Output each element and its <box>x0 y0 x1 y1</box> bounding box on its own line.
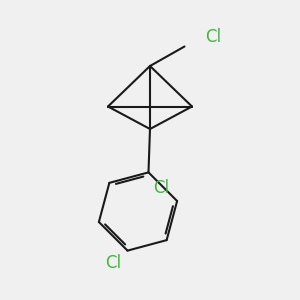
Text: Cl: Cl <box>206 28 222 46</box>
Text: Cl: Cl <box>154 178 169 196</box>
Text: Cl: Cl <box>105 254 122 272</box>
